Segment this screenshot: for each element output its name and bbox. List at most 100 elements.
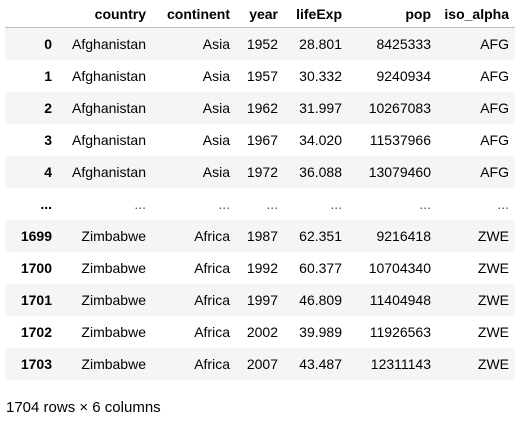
- header-iso-alpha: iso_alpha: [437, 0, 515, 28]
- cell-lifeexp: ...: [330, 196, 342, 212]
- header-index: [5, 0, 58, 28]
- table-row: 1702 Zimbabwe Africa 2002 39.989 1192656…: [5, 316, 515, 348]
- table-header: country continent year lifeExp pop iso_a…: [5, 0, 515, 28]
- row-index: 1701: [20, 292, 52, 308]
- cell-year: 1997: [246, 292, 278, 308]
- cell-lifeexp: 60.377: [299, 260, 342, 276]
- cell-country: Zimbabwe: [81, 260, 146, 276]
- cell-pop: 8425333: [376, 36, 431, 52]
- cell-iso-alpha: ZWE: [477, 228, 509, 244]
- cell-pop: 13079460: [368, 164, 431, 180]
- cell-iso-alpha: ZWE: [477, 292, 509, 308]
- table-row: 0 Afghanistan Asia 1952 28.801 8425333 A…: [5, 27, 515, 60]
- row-index: 1702: [20, 324, 52, 340]
- cell-pop: ...: [419, 196, 431, 212]
- table-row: 1700 Zimbabwe Africa 1992 60.377 1070434…: [5, 252, 515, 284]
- table-row: 1703 Zimbabwe Africa 2007 43.487 1231114…: [5, 348, 515, 380]
- cell-country: Afghanistan: [72, 100, 146, 116]
- cell-iso-alpha: ZWE: [477, 356, 509, 372]
- header-country: country: [58, 0, 152, 28]
- row-index: 3: [44, 132, 52, 148]
- cell-lifeexp: 30.332: [299, 68, 342, 84]
- cell-country: Zimbabwe: [81, 324, 146, 340]
- cell-year: 1962: [246, 100, 278, 116]
- table-body: 0 Afghanistan Asia 1952 28.801 8425333 A…: [5, 27, 515, 380]
- cell-year: 1952: [246, 36, 278, 52]
- cell-lifeexp: 39.989: [299, 324, 342, 340]
- cell-year: 1967: [246, 132, 278, 148]
- cell-continent: Africa: [194, 228, 230, 244]
- cell-continent: ...: [218, 196, 230, 212]
- cell-pop: 9216418: [376, 228, 431, 244]
- table-row: 1699 Zimbabwe Africa 1987 62.351 9216418…: [5, 220, 515, 252]
- cell-iso-alpha: AFG: [480, 100, 509, 116]
- cell-year: 1992: [246, 260, 278, 276]
- table-row: 1701 Zimbabwe Africa 1997 46.809 1140494…: [5, 284, 515, 316]
- cell-pop: 11404948: [369, 292, 431, 308]
- cell-lifeexp: 34.020: [299, 132, 342, 148]
- row-index: 0: [44, 36, 52, 52]
- cell-lifeexp: 46.809: [299, 292, 342, 308]
- cell-continent: Asia: [202, 164, 230, 180]
- cell-iso-alpha: AFG: [480, 132, 509, 148]
- cell-continent: Africa: [194, 324, 230, 340]
- table-row: 1 Afghanistan Asia 1957 30.332 9240934 A…: [5, 60, 515, 92]
- row-index: 4: [44, 164, 52, 180]
- cell-continent: Asia: [202, 36, 230, 52]
- cell-iso-alpha: AFG: [480, 164, 509, 180]
- ellipsis-row: ... ... ... ... ... ... ...: [5, 188, 515, 220]
- cell-year: 1972: [246, 164, 278, 180]
- cell-pop: 12311143: [370, 356, 431, 372]
- cell-pop: 9240934: [376, 68, 431, 84]
- cell-country: ...: [134, 196, 146, 212]
- cell-year: 1987: [246, 228, 278, 244]
- cell-country: Zimbabwe: [81, 356, 146, 372]
- cell-lifeexp: 62.351: [299, 228, 342, 244]
- table-row: 2 Afghanistan Asia 1962 31.997 10267083 …: [5, 92, 515, 124]
- cell-continent: Africa: [194, 260, 230, 276]
- cell-pop: 10267083: [368, 100, 431, 116]
- cell-continent: Asia: [202, 68, 230, 84]
- cell-continent: Africa: [194, 292, 230, 308]
- cell-pop: 11926563: [369, 324, 431, 340]
- cell-iso-alpha: ...: [497, 196, 509, 212]
- header-pop: pop: [348, 0, 437, 28]
- cell-country: Zimbabwe: [81, 292, 146, 308]
- cell-pop: 11537966: [369, 132, 431, 148]
- cell-year: 1957: [246, 68, 278, 84]
- row-index: 1700: [20, 260, 52, 276]
- cell-continent: Asia: [202, 132, 230, 148]
- row-index: 1: [44, 68, 52, 84]
- cell-continent: Asia: [202, 100, 230, 116]
- header-year: year: [236, 0, 284, 28]
- header-continent: continent: [152, 0, 236, 28]
- cell-lifeexp: 28.801: [299, 36, 342, 52]
- dataframe-shape-text: 1704 rows × 6 columns: [6, 399, 161, 416]
- cell-lifeexp: 43.487: [299, 356, 342, 372]
- cell-lifeexp: 36.088: [299, 164, 342, 180]
- table-row: 3 Afghanistan Asia 1967 34.020 11537966 …: [5, 124, 515, 156]
- cell-iso-alpha: AFG: [480, 36, 509, 52]
- cell-year: 2007: [246, 356, 278, 372]
- cell-year: ...: [266, 196, 278, 212]
- cell-country: Afghanistan: [72, 164, 146, 180]
- dataframe-table: country continent year lifeExp pop iso_a…: [5, 0, 515, 380]
- cell-country: Afghanistan: [72, 36, 146, 52]
- cell-continent: Africa: [194, 356, 230, 372]
- header-lifeexp: lifeExp: [284, 0, 348, 28]
- row-index: ...: [40, 196, 52, 212]
- cell-iso-alpha: ZWE: [477, 324, 509, 340]
- cell-iso-alpha: ZWE: [477, 260, 509, 276]
- cell-iso-alpha: AFG: [480, 68, 509, 84]
- row-index: 1703: [20, 356, 52, 372]
- row-index: 1699: [20, 228, 52, 244]
- cell-country: Afghanistan: [72, 132, 146, 148]
- cell-country: Zimbabwe: [81, 228, 146, 244]
- cell-lifeexp: 31.997: [299, 100, 342, 116]
- cell-pop: 10704340: [368, 260, 431, 276]
- cell-year: 2002: [246, 324, 278, 340]
- table-row: 4 Afghanistan Asia 1972 36.088 13079460 …: [5, 156, 515, 188]
- cell-country: Afghanistan: [72, 68, 146, 84]
- header-row: country continent year lifeExp pop iso_a…: [5, 0, 515, 28]
